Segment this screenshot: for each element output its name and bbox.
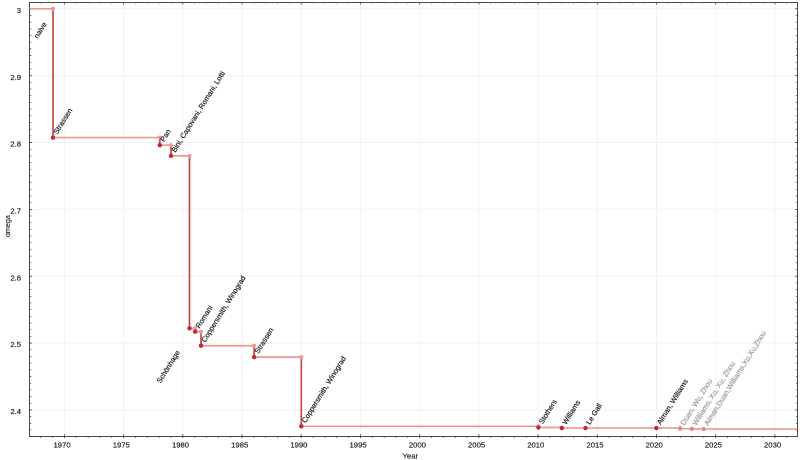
svg-text:2020: 2020 xyxy=(646,441,663,450)
svg-text:2030: 2030 xyxy=(764,441,781,450)
svg-text:Year: Year xyxy=(403,451,419,460)
svg-text:1995: 1995 xyxy=(350,441,367,450)
svg-text:2.4: 2.4 xyxy=(10,407,21,416)
svg-text:2005: 2005 xyxy=(468,441,485,450)
svg-text:1990: 1990 xyxy=(290,441,307,450)
svg-text:omega: omega xyxy=(3,215,12,237)
svg-text:2.5: 2.5 xyxy=(10,340,21,349)
svg-text:2010: 2010 xyxy=(527,441,544,450)
svg-text:2.9: 2.9 xyxy=(10,73,21,82)
svg-text:2015: 2015 xyxy=(586,441,603,450)
svg-text:1975: 1975 xyxy=(113,441,130,450)
svg-text:1970: 1970 xyxy=(54,441,71,450)
svg-text:2.6: 2.6 xyxy=(10,273,21,282)
svg-text:3: 3 xyxy=(17,6,21,15)
svg-text:2025: 2025 xyxy=(705,441,722,450)
svg-text:1985: 1985 xyxy=(231,441,248,450)
svg-text:1980: 1980 xyxy=(172,441,189,450)
svg-text:2.8: 2.8 xyxy=(10,140,21,149)
svg-text:2.7: 2.7 xyxy=(10,206,21,215)
svg-text:2000: 2000 xyxy=(409,441,426,450)
